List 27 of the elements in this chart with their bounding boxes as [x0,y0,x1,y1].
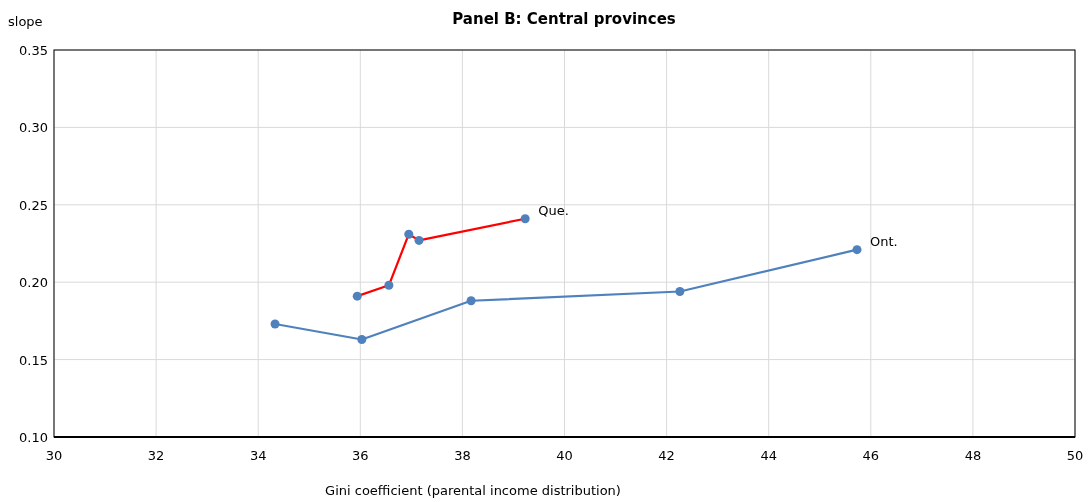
point [675,286,685,296]
x-tick-label: 40 [556,448,573,463]
y-tick-label: 0.10 [19,430,48,445]
point [357,334,367,344]
y-axis-title: slope [8,14,43,29]
x-tick-label: 34 [249,448,267,463]
x-tick-label: 46 [862,448,880,463]
x-tick-label: 50 [1066,448,1084,463]
x-tick-label: 36 [352,448,369,463]
x-tick-label: 38 [454,448,471,463]
point [270,319,280,329]
series-label: Ont. [870,233,898,249]
point [466,296,476,306]
point [852,245,862,255]
y-tick-label: 0.35 [19,43,48,58]
chart-title: Panel B: Central provinces [452,10,676,28]
series-label: Que. [538,202,569,218]
y-tick-label: 0.15 [19,352,48,368]
x-tick-label: 48 [964,448,982,463]
x-tick-label: 42 [658,448,675,463]
y-tick-label: 0.30 [19,120,48,136]
x-tick-label: 30 [45,448,63,463]
x-tick-label: 44 [760,448,777,463]
x-tick-label: 32 [147,448,165,463]
y-tick-label: 0.25 [19,197,48,213]
x-axis-title: Gini coefficient (parental income distribution) [325,483,621,498]
y-tick-label: 0.20 [19,275,48,291]
